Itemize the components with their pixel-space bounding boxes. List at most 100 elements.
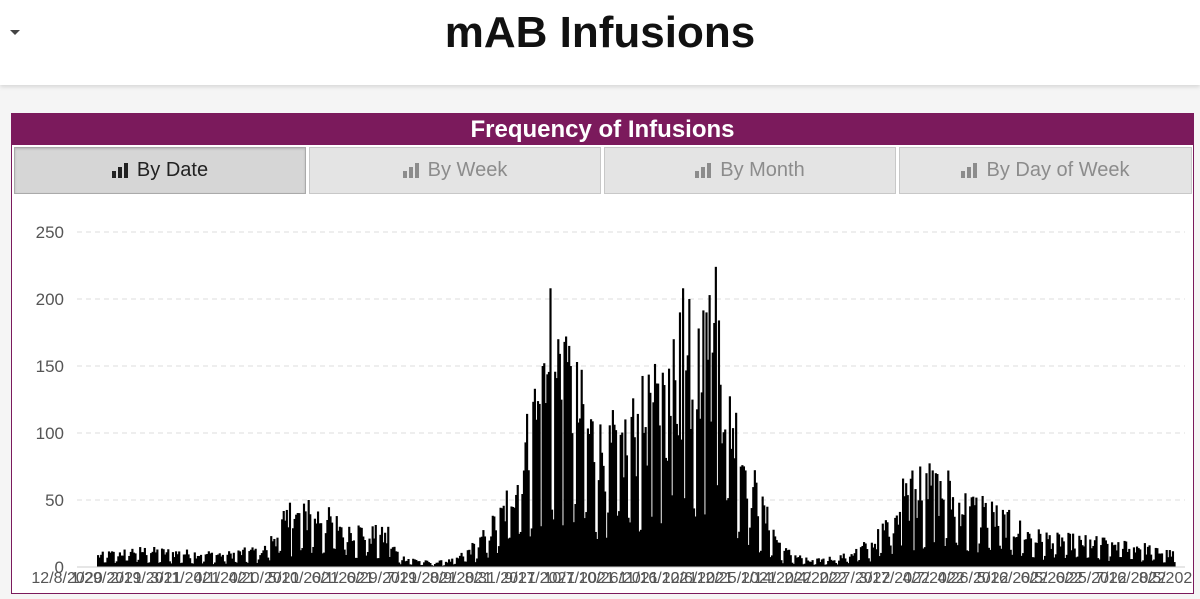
bar	[324, 533, 327, 567]
bar	[463, 561, 466, 567]
bar	[184, 554, 187, 567]
bar	[1034, 542, 1037, 567]
tab-by-month[interactable]: By Month	[604, 147, 896, 194]
bar	[845, 561, 848, 567]
bar	[103, 562, 106, 567]
bar	[288, 502, 292, 567]
bar	[530, 528, 533, 567]
bar	[825, 564, 828, 567]
bar	[908, 520, 911, 567]
bar	[979, 527, 983, 567]
bar	[881, 523, 884, 567]
bar	[421, 564, 424, 567]
bar	[822, 558, 825, 567]
bar	[664, 457, 668, 567]
bar	[947, 470, 950, 567]
tab-by-day-of-week[interactable]: By Day of Week	[899, 147, 1192, 194]
bar	[544, 403, 547, 567]
bar	[217, 554, 220, 567]
bar	[869, 561, 872, 567]
bar	[761, 496, 764, 567]
bar	[731, 428, 735, 567]
bar	[858, 560, 861, 567]
bar	[1065, 554, 1068, 567]
bar	[516, 485, 519, 567]
bar	[725, 500, 728, 567]
bar	[571, 433, 574, 567]
bar	[480, 536, 483, 567]
bar	[185, 549, 189, 567]
y-tick-label: 100	[36, 424, 64, 443]
bar	[547, 371, 551, 567]
bar	[1106, 543, 1109, 567]
bar	[368, 538, 371, 567]
bar	[304, 511, 307, 567]
bar	[176, 554, 179, 567]
bar	[1078, 535, 1081, 567]
bar	[285, 509, 288, 567]
bar	[744, 470, 747, 567]
bar	[1137, 548, 1140, 567]
bar	[933, 542, 936, 567]
bar	[797, 557, 800, 567]
bar	[134, 553, 137, 567]
bar	[638, 531, 641, 567]
bar	[215, 555, 218, 567]
bar	[1028, 533, 1031, 567]
bar	[745, 498, 749, 567]
bar	[541, 366, 544, 567]
bar	[792, 563, 795, 567]
infusions-bar-chart: 0 50 100 150 200 250 12/8/20201/29/20212/19/2…	[31, 223, 1200, 587]
bar	[382, 542, 385, 567]
bar	[1125, 541, 1128, 567]
bar	[345, 554, 348, 567]
bar-chart-icon	[111, 163, 129, 178]
bar	[220, 556, 223, 567]
bar	[502, 505, 505, 567]
bar	[468, 549, 471, 567]
tab-by-date[interactable]: By Date	[14, 147, 306, 194]
bar	[800, 558, 803, 567]
bar	[341, 537, 345, 567]
bar	[950, 509, 953, 567]
bar	[366, 552, 370, 567]
bar	[716, 485, 719, 567]
bar	[951, 497, 955, 567]
bar	[535, 419, 538, 567]
bar	[430, 565, 434, 567]
bar	[719, 384, 722, 567]
bar	[497, 546, 501, 567]
bar	[1031, 557, 1034, 567]
bar	[760, 550, 763, 567]
dropdown-caret-icon[interactable]	[10, 30, 20, 35]
bar	[998, 545, 1001, 567]
bar	[697, 328, 700, 567]
x-tick-label: 6/29/2021	[347, 570, 418, 587]
bar	[1098, 559, 1101, 567]
x-tick-label: 1/29/2021	[71, 570, 142, 587]
bar	[647, 374, 650, 567]
bar	[847, 563, 850, 567]
bar	[622, 477, 625, 567]
bar	[552, 519, 555, 567]
bar	[98, 557, 101, 567]
bar	[1053, 557, 1056, 567]
bar	[643, 432, 646, 567]
panel-title: Frequency of Infusions	[12, 114, 1193, 145]
bar	[1164, 562, 1167, 567]
bar	[235, 562, 239, 567]
bar	[151, 551, 154, 567]
bar	[1023, 539, 1026, 567]
bar	[705, 312, 708, 567]
bar	[451, 558, 454, 567]
tab-by-week[interactable]: By Week	[309, 147, 601, 194]
bar	[412, 558, 415, 567]
bar	[774, 536, 777, 567]
bar	[747, 544, 750, 567]
bar	[137, 559, 140, 567]
top-bar: mAB Infusions	[0, 0, 1200, 85]
bar	[741, 465, 744, 567]
bar	[1143, 543, 1146, 567]
bar	[870, 542, 873, 567]
bar	[238, 551, 242, 567]
